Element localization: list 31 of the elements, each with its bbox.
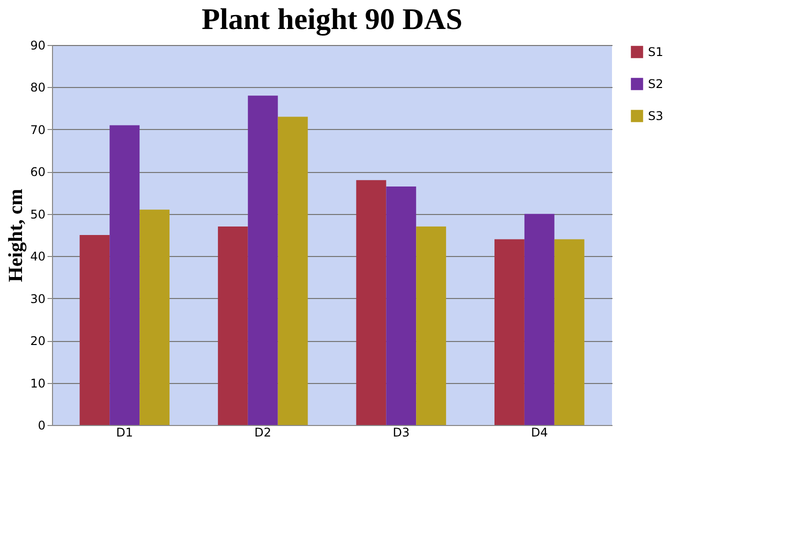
y-tick-label: 20 <box>30 334 46 348</box>
bar <box>494 239 524 425</box>
y-tick-label: 60 <box>30 165 46 180</box>
bar <box>218 226 248 425</box>
y-axis-title: Height, cm <box>5 188 28 282</box>
bar <box>248 96 278 425</box>
bar <box>524 214 554 425</box>
y-tick-label: 70 <box>30 122 46 137</box>
bar <box>416 226 446 425</box>
bar <box>554 239 584 425</box>
x-tick-label: D4 <box>530 426 548 440</box>
chart-title: Plant height 90 DAS <box>202 3 462 36</box>
legend-label: S2 <box>648 77 664 91</box>
bar <box>356 180 386 425</box>
y-tick-label: 80 <box>30 80 46 95</box>
bar <box>80 235 110 425</box>
legend-label: S1 <box>648 45 664 59</box>
bar <box>140 210 170 425</box>
x-tick-label: D1 <box>116 426 134 440</box>
bar <box>110 125 140 425</box>
y-tick-label: 0 <box>38 418 46 432</box>
y-tick-label: 30 <box>30 292 46 306</box>
legend-label: S3 <box>648 109 664 123</box>
y-tick-label: 10 <box>30 376 46 390</box>
x-tick-label: D3 <box>392 426 410 440</box>
y-tick-label: 90 <box>30 38 46 52</box>
x-tick-label: D2 <box>254 426 272 440</box>
y-tick-label: 40 <box>30 250 46 264</box>
y-tick-label: 50 <box>30 207 46 222</box>
bar <box>278 116 308 425</box>
bar <box>386 186 416 425</box>
